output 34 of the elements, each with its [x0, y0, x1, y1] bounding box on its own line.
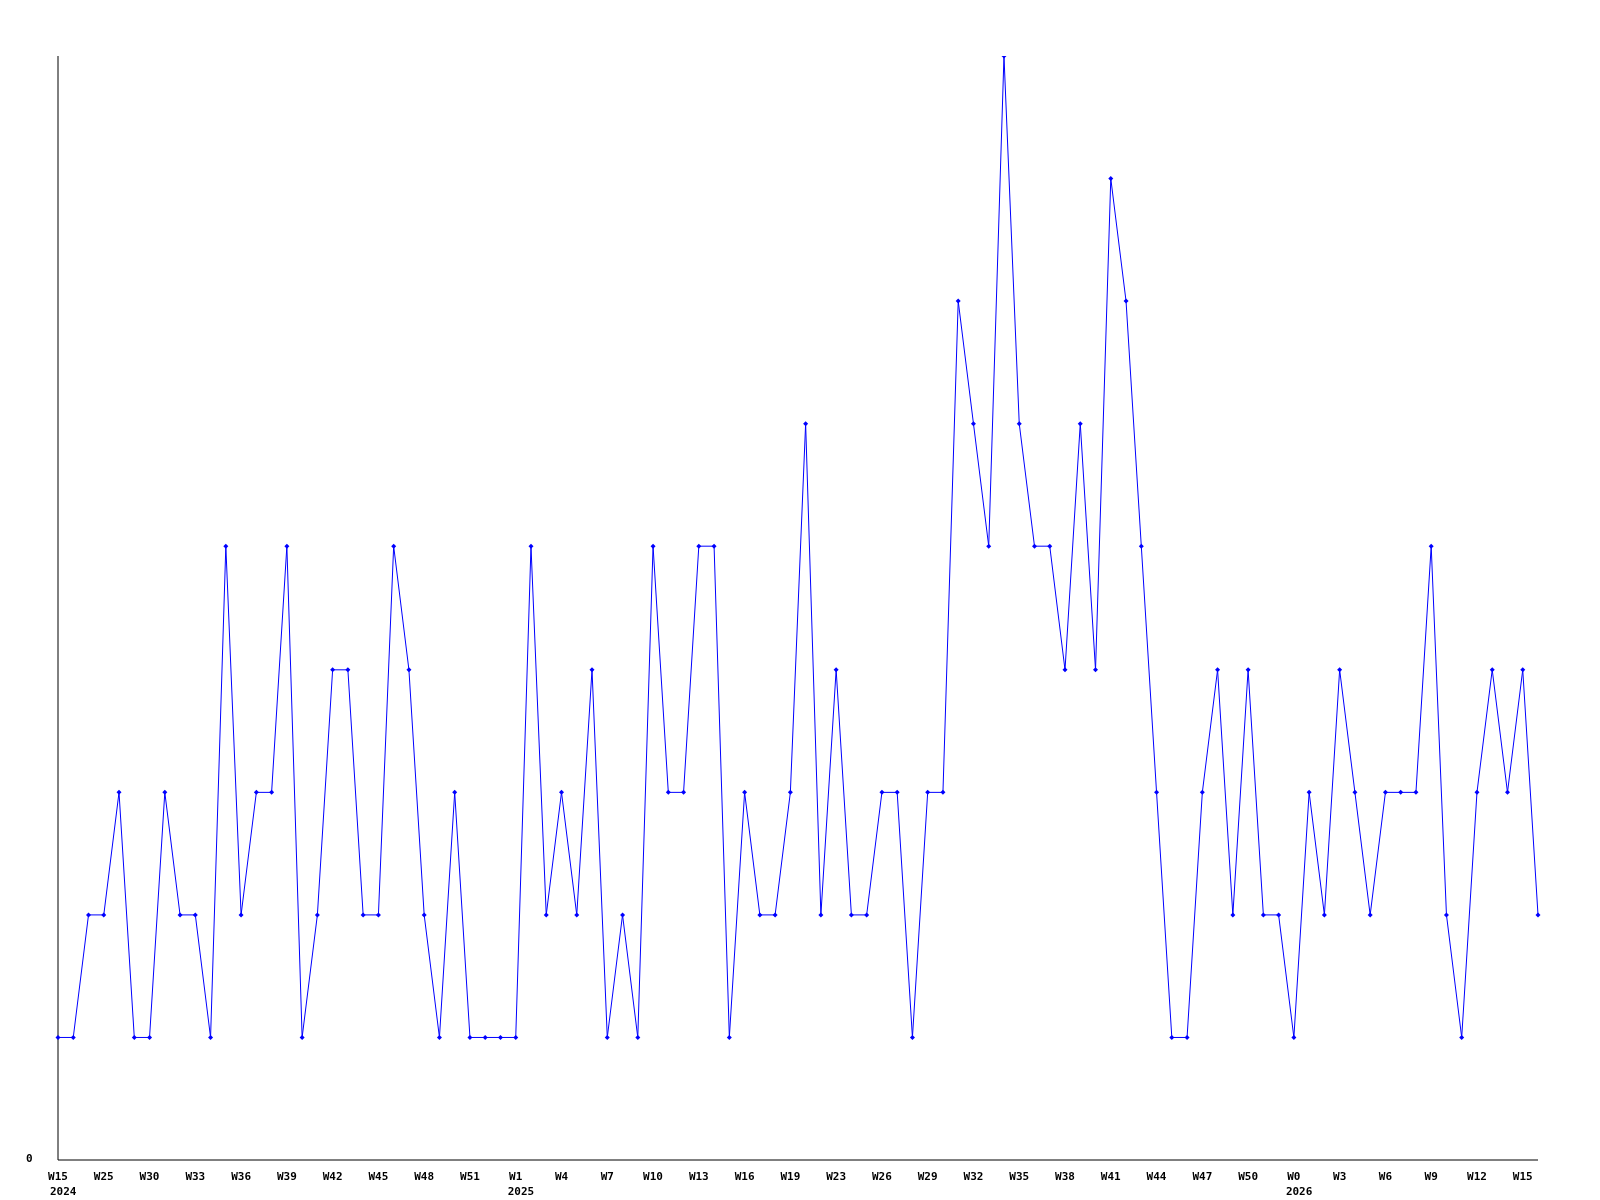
x-tick-label: W10 — [643, 1170, 663, 1183]
x-tick-label: W29 — [917, 1170, 938, 1183]
x-tick-label: W44 — [1146, 1170, 1167, 1183]
x-tick-label: W0 2026 — [1285, 1170, 1313, 1198]
x-tick-label: W3 — [1333, 1170, 1347, 1183]
x-tick-label: W30 — [139, 1170, 160, 1183]
x-tick-label: W16 — [734, 1170, 755, 1183]
x-tick-label: W1 2025 — [507, 1170, 535, 1198]
x-tick-label: W51 — [460, 1170, 481, 1183]
x-tick-label: W26 — [871, 1170, 893, 1183]
x-tick-label: W45 — [368, 1170, 389, 1183]
x-tick-label: W33 — [185, 1170, 206, 1183]
x-tick-label: W23 — [826, 1170, 847, 1183]
x-tick-label: W47 — [1192, 1170, 1213, 1183]
x-tick-label: W35 — [1009, 1170, 1030, 1183]
text: 0 — [26, 1152, 33, 1165]
x-tick-label: W4 — [554, 1170, 569, 1183]
x-tick-label: W15 — [1512, 1170, 1533, 1183]
x-tick-label: W7 — [600, 1170, 614, 1183]
x-tick-label: W50 — [1238, 1170, 1259, 1183]
x-tick-label: W19 — [780, 1170, 801, 1183]
x-tick-label: W15 2024 — [48, 1170, 77, 1198]
x-tick-label: W12 — [1467, 1170, 1487, 1183]
x-tick-label: W6 — [1378, 1170, 1393, 1183]
x-tick-label: W42 — [322, 1170, 343, 1183]
x-tick-label: W39 — [276, 1170, 297, 1183]
x-tick-label: W9 — [1424, 1170, 1438, 1183]
x-tick-label: W25 — [93, 1170, 114, 1183]
x-tick-label: W36 — [231, 1170, 252, 1183]
x-tick-label: W41 — [1100, 1170, 1122, 1183]
x-tick-label: W48 — [414, 1170, 435, 1183]
x-tick-label: W38 — [1055, 1170, 1075, 1183]
x-tick-label: W32 — [963, 1170, 984, 1183]
x-tick-label: W13 — [688, 1170, 709, 1183]
